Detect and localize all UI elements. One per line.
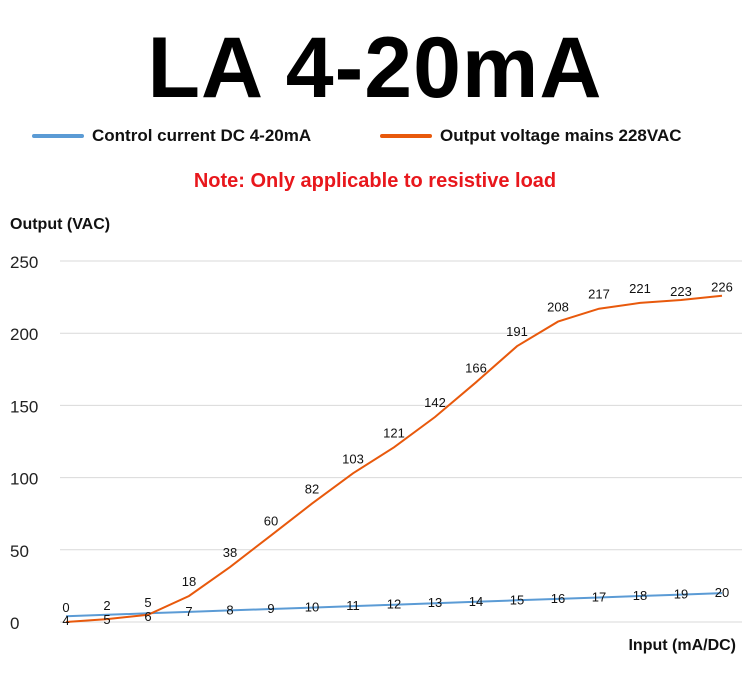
control-current-data-label: 18 xyxy=(633,588,647,603)
output-voltage-data-label: 208 xyxy=(547,300,569,315)
y-axis-title: Output (VAC) xyxy=(10,216,110,233)
legend-item-output-voltage: Output voltage mains 228VAC xyxy=(380,126,682,146)
output-voltage-data-label: 0 xyxy=(62,600,69,615)
control-current-data-label: 14 xyxy=(469,594,483,609)
output-voltage-data-label: 166 xyxy=(465,360,487,375)
data-labels: 0425561873886098210103111211214213166141… xyxy=(62,280,732,628)
output-voltage-data-label: 217 xyxy=(588,287,610,302)
legend: Control current DC 4-20mA Output voltage… xyxy=(0,126,750,150)
control-current-data-label: 5 xyxy=(103,612,110,627)
output-voltage-data-label: 121 xyxy=(383,425,405,440)
control-current-data-label: 8 xyxy=(226,602,233,617)
control-current-data-label: 19 xyxy=(674,587,688,602)
output-voltage-data-label: 142 xyxy=(424,395,446,410)
control-current-data-label: 12 xyxy=(387,597,401,612)
control-current-data-label: 10 xyxy=(305,600,319,615)
chart-title: LA 4-20mA xyxy=(147,20,603,116)
legend-swatch-blue xyxy=(32,134,84,138)
control-current-data-label: 11 xyxy=(346,598,360,613)
legend-swatch-orange xyxy=(380,134,432,138)
output-voltage-data-label: 103 xyxy=(342,451,364,466)
control-current-data-label: 9 xyxy=(267,601,274,616)
output-voltage-data-label: 221 xyxy=(629,281,651,296)
control-current-data-label: 20 xyxy=(715,585,729,600)
y-tick-label: 250 xyxy=(10,253,38,272)
output-voltage-line xyxy=(65,294,723,623)
legend-label-output-voltage: Output voltage mains 228VAC xyxy=(440,126,682,145)
y-tick-label: 200 xyxy=(10,325,38,344)
control-current-data-label: 17 xyxy=(592,589,606,604)
legend-item-control-current: Control current DC 4-20mA xyxy=(32,126,311,146)
y-tick-label: 0 xyxy=(10,614,19,633)
output-voltage-data-label: 18 xyxy=(182,574,196,589)
output-voltage-data-label: 38 xyxy=(223,545,237,560)
output-voltage-data-label: 2 xyxy=(103,598,110,613)
control-current-data-label: 4 xyxy=(62,613,69,628)
output-voltage-data-label: 191 xyxy=(506,324,528,339)
note-text: Note: Only applicable to resistive load xyxy=(193,170,557,192)
output-voltage-data-label: 5 xyxy=(144,595,151,610)
output-voltage-data-label: 82 xyxy=(305,482,319,497)
output-voltage-data-label: 223 xyxy=(670,284,692,299)
x-axis-title: Input (mA/DC) xyxy=(628,637,736,654)
output-voltage-data-label: 60 xyxy=(264,513,278,528)
y-tick-label: 150 xyxy=(10,397,38,416)
control-current-data-label: 15 xyxy=(510,592,524,607)
output-voltage-data-label: 226 xyxy=(711,280,733,295)
y-axis-ticks: 250 200 150 100 50 0 xyxy=(10,253,38,633)
legend-label-control-current: Control current DC 4-20mA xyxy=(92,126,312,145)
control-current-line xyxy=(65,592,723,618)
control-current-data-label: 16 xyxy=(551,591,565,606)
control-current-data-label: 13 xyxy=(428,595,442,610)
y-tick-label: 50 xyxy=(10,542,29,561)
control-current-data-label: 6 xyxy=(144,609,151,624)
y-tick-label: 100 xyxy=(10,470,38,489)
gridlines xyxy=(60,260,742,623)
control-current-data-label: 7 xyxy=(185,604,192,619)
series-lines xyxy=(65,294,723,623)
